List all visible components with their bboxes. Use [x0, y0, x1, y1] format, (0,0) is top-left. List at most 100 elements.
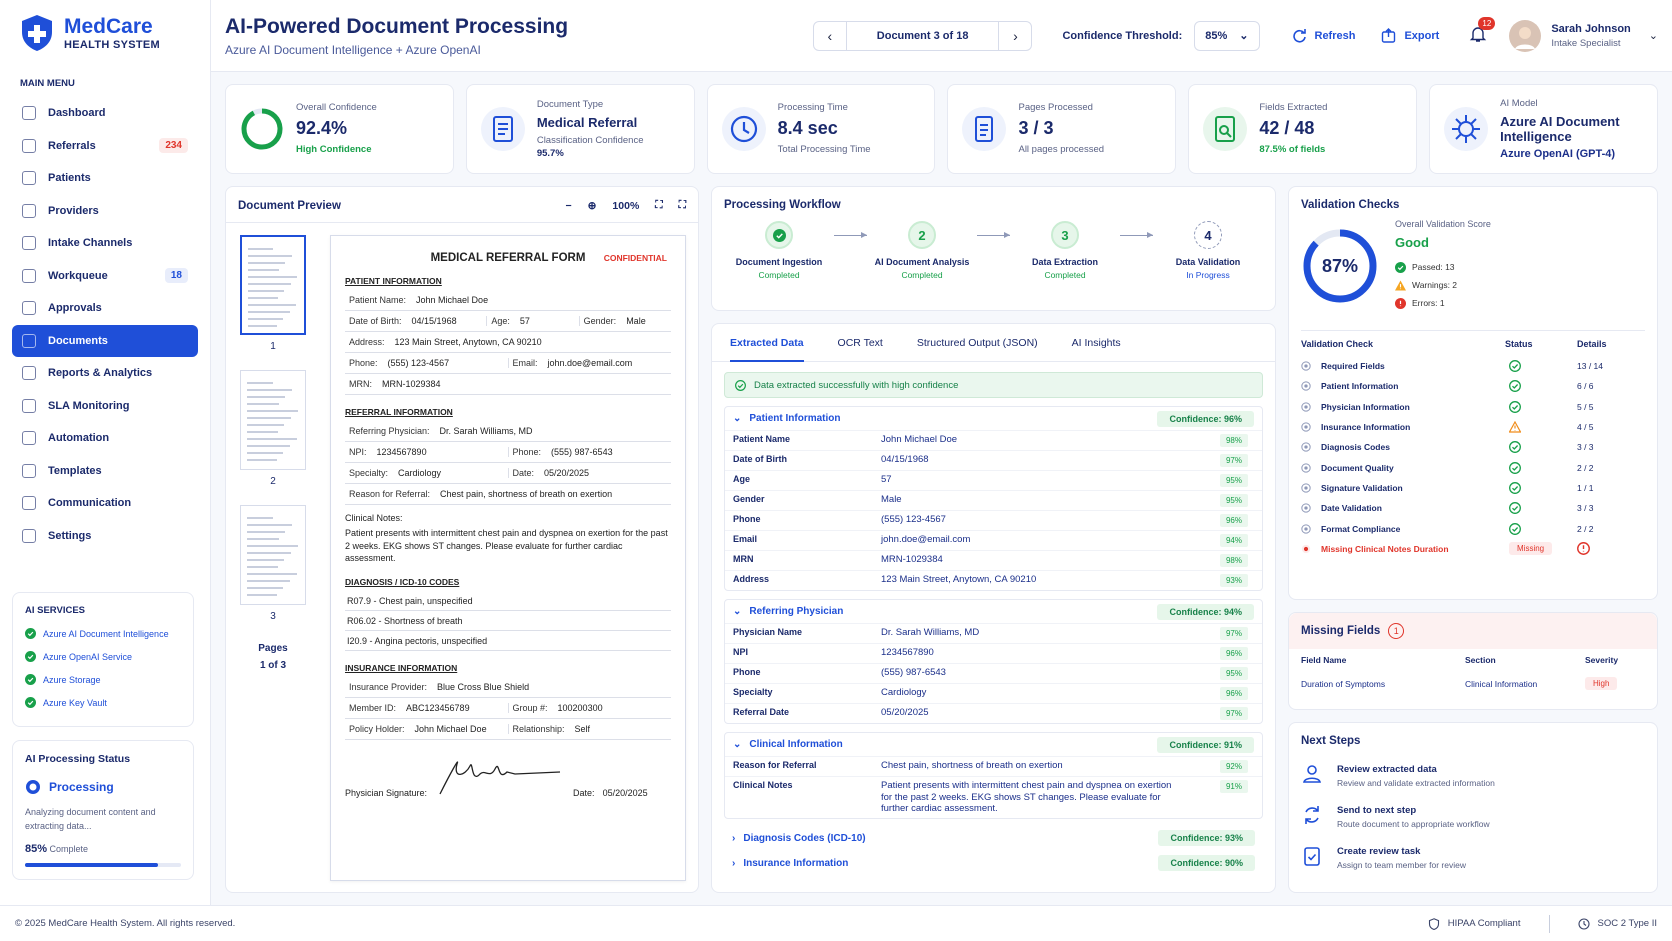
menu-item[interactable]: Dashboard	[12, 97, 198, 130]
form-value: John Michael Doe	[414, 723, 487, 734]
step-status: Completed	[901, 270, 943, 280]
icon	[1395, 261, 1406, 273]
field-name: Patient Name	[733, 434, 791, 444]
stat-icon	[721, 107, 766, 151]
group-header[interactable]: ⌄ Clinical Information Confidence: 91%	[725, 733, 1262, 756]
field-name: Date of Birth	[733, 454, 787, 464]
menu-item[interactable]: SLA Monitoring	[12, 390, 198, 423]
fit[interactable]: ⛶	[655, 199, 663, 211]
menu-item[interactable]: Approvals	[12, 292, 198, 325]
menu-item[interactable]: Workqueue 18	[12, 260, 198, 293]
icon-shape	[1452, 115, 1481, 143]
page-thumbnail[interactable]	[240, 235, 306, 335]
notifications[interactable]: 12	[1469, 17, 1496, 46]
icon-shape	[1301, 523, 1311, 534]
next-step[interactable]: Send to next step Route document to appro…	[1301, 804, 1645, 829]
page-thumbnail[interactable]	[240, 505, 306, 605]
menu-item[interactable]: Templates	[12, 455, 198, 488]
icon-shape	[1509, 421, 1521, 433]
ai-service-name: Azure OpenAI Service	[43, 651, 133, 662]
threshold-select[interactable]: 85% ⌄	[1194, 20, 1260, 51]
icon-shape	[1301, 483, 1311, 493]
menu-item[interactable]: Settings	[12, 520, 198, 553]
validation-title: Validation Checks	[1301, 199, 1400, 211]
zoom-out[interactable]: −	[565, 199, 572, 212]
icon-shape	[25, 674, 36, 685]
group-header[interactable]: › Insurance Information Confidence: 90%	[724, 852, 1263, 875]
group-name: Insurance Information	[743, 857, 849, 869]
icon-shape	[1301, 361, 1311, 371]
summary-text: Warnings: 2	[1412, 280, 1458, 290]
field-confidence: 93%	[1219, 574, 1248, 587]
tab[interactable]: OCR Text	[837, 336, 883, 349]
menu-icon	[22, 171, 36, 186]
next-step[interactable]: Review extracted data Review and validate…	[1301, 763, 1645, 788]
icon	[1301, 544, 1311, 554]
stat-text: Fields Extracted 42 / 48 87.5% of fields	[1259, 102, 1327, 156]
menu-icon	[22, 431, 36, 446]
check-status	[1505, 417, 1577, 437]
form-cell: Address: 123 Main Street, Anytown, CA 902…	[345, 337, 671, 347]
tab[interactable]: Structured Output (JSON)	[916, 336, 1038, 349]
group-header[interactable]: › Diagnosis Codes (ICD-10) Confidence: 93%	[724, 827, 1263, 850]
next-step[interactable]: Create review task Assign to team member …	[1301, 845, 1645, 870]
doc-nav: ‹ Document 3 of 18 ›	[812, 20, 1033, 51]
field-row: Date of Birth 04/15/1968 97%	[725, 450, 1262, 470]
form-row: Patient Name: John Michael Doe	[345, 290, 671, 311]
icon-shape	[975, 116, 994, 142]
field-row: Reason for Referral Chest pain, shortness…	[725, 756, 1262, 776]
check-details: 6 / 6	[1577, 381, 1594, 392]
icon	[735, 379, 746, 391]
form-value: 04/15/1968	[411, 316, 457, 326]
group-header[interactable]: ⌄ Referring Physician Confidence: 94%	[725, 600, 1262, 623]
icon-shape	[25, 697, 36, 708]
check-name: Diagnosis Codes	[1301, 437, 1505, 457]
next-button[interactable]: ›	[1013, 27, 1018, 44]
user-menu[interactable]: Sarah Johnson Intake Specialist ⌄	[1509, 19, 1658, 52]
refresh-button[interactable]: Refresh	[1292, 28, 1355, 43]
field-name: Email	[733, 534, 758, 544]
menu-item[interactable]: Referrals 234	[12, 130, 198, 163]
icon-shape	[1304, 847, 1320, 866]
stat-text: Document Type Medical Referral Classificat…	[537, 99, 644, 160]
icon-shape	[1304, 847, 1320, 866]
thumb-line	[247, 410, 298, 412]
page-thumbnail[interactable]	[240, 370, 306, 470]
threshold-value: 85%	[1205, 29, 1228, 42]
zoom-in[interactable]: ⊕	[587, 199, 597, 212]
group-name: Referring Physician	[749, 606, 844, 617]
icon-shape	[1509, 400, 1521, 413]
export-button[interactable]: Export	[1381, 28, 1439, 43]
menu-item[interactable]: Communication	[12, 487, 198, 520]
group-header[interactable]: ⌄ Patient Information Confidence: 96%	[725, 407, 1262, 430]
ai-service: Azure OpenAI Service	[25, 645, 181, 668]
fullscreen[interactable]: ⛶	[678, 199, 686, 211]
field-name: Phone	[733, 514, 761, 524]
field-confidence: 95%	[1219, 494, 1248, 507]
icon-shape	[1458, 121, 1475, 137]
tab[interactable]: AI Insights	[1071, 336, 1121, 349]
form-label: Member ID:	[349, 702, 397, 713]
menu-item[interactable]: Automation	[12, 422, 198, 455]
stat-icon	[1203, 107, 1248, 151]
next-step-title: Review extracted data	[1337, 763, 1437, 775]
menu-item[interactable]: Documents	[12, 324, 198, 357]
prev-button[interactable]: ‹	[827, 27, 833, 44]
check-name: Physician Information	[1301, 397, 1505, 417]
check-label: Diagnosis Codes	[1321, 442, 1390, 453]
icon-shape	[1509, 441, 1521, 454]
next-steps-title: Next Steps	[1301, 735, 1361, 747]
menu-item[interactable]: Reports & Analytics	[12, 357, 198, 390]
icon-shape	[742, 122, 750, 134]
brand-sub: HEALTH SYSTEM	[64, 39, 160, 51]
menu-item[interactable]: Intake Channels	[12, 227, 198, 260]
menu-label: Referrals	[48, 139, 96, 152]
menu-item[interactable]: Providers	[12, 195, 198, 228]
form-row: Address: 123 Main Street, Anytown, CA 902…	[345, 332, 671, 353]
menu-item[interactable]: Patients	[12, 162, 198, 195]
threshold-label: Confidence Threshold:	[1062, 29, 1183, 42]
thumb-line	[247, 445, 291, 447]
progress-label: 85%	[25, 843, 48, 855]
form-label: Specialty:	[349, 468, 389, 478]
tab[interactable]: Extracted Data	[730, 324, 804, 362]
